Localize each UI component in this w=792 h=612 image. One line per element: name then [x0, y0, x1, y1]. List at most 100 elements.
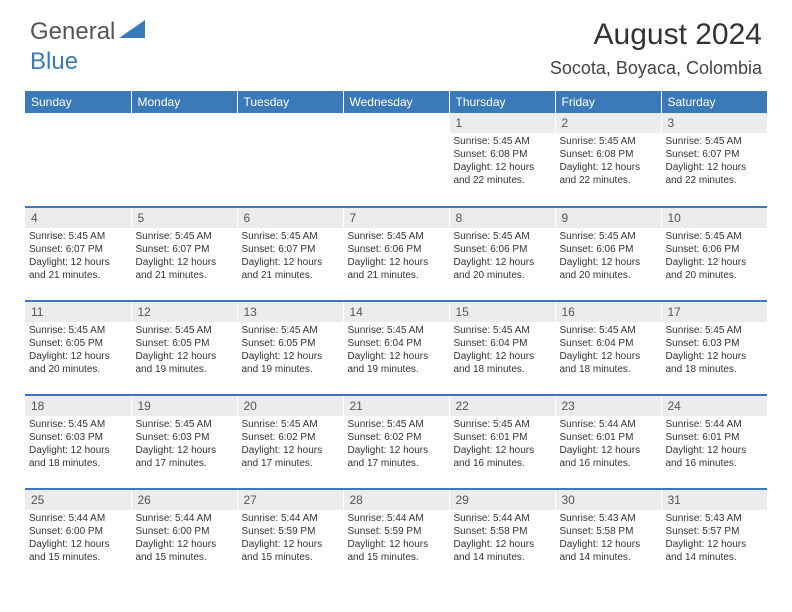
- daylight-line: Daylight: 12 hours and 22 minutes.: [454, 161, 551, 187]
- location: Socota, Boyaca, Colombia: [550, 58, 762, 79]
- logo-text-general: General: [30, 18, 115, 46]
- sunrise-line: Sunrise: 5:45 AM: [348, 418, 445, 431]
- daylight-line: Daylight: 12 hours and 15 minutes.: [242, 538, 339, 564]
- day-data: Sunrise: 5:45 AMSunset: 6:02 PMDaylight:…: [238, 416, 343, 472]
- calendar-row: 25Sunrise: 5:44 AMSunset: 6:00 PMDayligh…: [25, 489, 767, 583]
- day-number: 1: [450, 113, 555, 133]
- calendar-cell: 28Sunrise: 5:44 AMSunset: 5:59 PMDayligh…: [343, 489, 449, 583]
- calendar-cell: 4Sunrise: 5:45 AMSunset: 6:07 PMDaylight…: [25, 207, 131, 301]
- day-number: 8: [450, 208, 555, 228]
- sunrise-line: Sunrise: 5:43 AM: [560, 512, 657, 525]
- calendar-cell: 1Sunrise: 5:45 AMSunset: 6:08 PMDaylight…: [449, 113, 555, 207]
- day-data: Sunrise: 5:45 AMSunset: 6:05 PMDaylight:…: [132, 322, 237, 378]
- calendar-cell: 9Sunrise: 5:45 AMSunset: 6:06 PMDaylight…: [555, 207, 661, 301]
- day-data: Sunrise: 5:45 AMSunset: 6:08 PMDaylight:…: [450, 133, 555, 189]
- day-number: 26: [132, 490, 237, 510]
- daylight-line: Daylight: 12 hours and 19 minutes.: [242, 350, 339, 376]
- sunset-line: Sunset: 6:03 PM: [29, 431, 127, 444]
- sunrise-line: Sunrise: 5:45 AM: [242, 324, 339, 337]
- sunset-line: Sunset: 6:05 PM: [242, 337, 339, 350]
- sunset-line: Sunset: 6:06 PM: [454, 243, 551, 256]
- day-data: Sunrise: 5:45 AMSunset: 6:01 PMDaylight:…: [450, 416, 555, 472]
- daylight-line: Daylight: 12 hours and 16 minutes.: [666, 444, 764, 470]
- sunset-line: Sunset: 6:07 PM: [29, 243, 127, 256]
- day-number: 22: [450, 396, 555, 416]
- day-data: Sunrise: 5:45 AMSunset: 6:05 PMDaylight:…: [25, 322, 131, 378]
- sunrise-line: Sunrise: 5:44 AM: [454, 512, 551, 525]
- sunset-line: Sunset: 6:01 PM: [454, 431, 551, 444]
- sunset-line: Sunset: 6:06 PM: [348, 243, 445, 256]
- day-data: Sunrise: 5:45 AMSunset: 6:07 PMDaylight:…: [25, 228, 131, 284]
- sunset-line: Sunset: 6:04 PM: [454, 337, 551, 350]
- weekday-header: Thursday: [449, 91, 555, 113]
- day-number: 23: [556, 396, 661, 416]
- calendar-cell: 31Sunrise: 5:43 AMSunset: 5:57 PMDayligh…: [661, 489, 767, 583]
- daylight-line: Daylight: 12 hours and 21 minutes.: [136, 256, 233, 282]
- sunrise-line: Sunrise: 5:45 AM: [136, 324, 233, 337]
- sunrise-line: Sunrise: 5:45 AM: [29, 418, 127, 431]
- sunset-line: Sunset: 5:57 PM: [666, 525, 764, 538]
- day-number: 4: [25, 208, 131, 228]
- day-number: 11: [25, 302, 131, 322]
- day-data: Sunrise: 5:44 AMSunset: 6:01 PMDaylight:…: [556, 416, 661, 472]
- daylight-line: Daylight: 12 hours and 14 minutes.: [454, 538, 551, 564]
- sunset-line: Sunset: 6:07 PM: [136, 243, 233, 256]
- sunrise-line: Sunrise: 5:44 AM: [560, 418, 657, 431]
- sunset-line: Sunset: 6:08 PM: [560, 148, 657, 161]
- day-data: Sunrise: 5:44 AMSunset: 6:01 PMDaylight:…: [662, 416, 768, 472]
- sunset-line: Sunset: 6:04 PM: [560, 337, 657, 350]
- sunset-line: Sunset: 6:01 PM: [666, 431, 764, 444]
- sunrise-line: Sunrise: 5:45 AM: [454, 135, 551, 148]
- calendar-cell: 15Sunrise: 5:45 AMSunset: 6:04 PMDayligh…: [449, 301, 555, 395]
- day-number: 12: [132, 302, 237, 322]
- calendar-cell: 22Sunrise: 5:45 AMSunset: 6:01 PMDayligh…: [449, 395, 555, 489]
- day-data: Sunrise: 5:45 AMSunset: 6:05 PMDaylight:…: [238, 322, 343, 378]
- sunset-line: Sunset: 6:02 PM: [348, 431, 445, 444]
- calendar-cell: 16Sunrise: 5:45 AMSunset: 6:04 PMDayligh…: [555, 301, 661, 395]
- weekday-header: Monday: [131, 91, 237, 113]
- day-number: 17: [662, 302, 768, 322]
- daylight-line: Daylight: 12 hours and 20 minutes.: [29, 350, 127, 376]
- calendar-row: 4Sunrise: 5:45 AMSunset: 6:07 PMDaylight…: [25, 207, 767, 301]
- day-data: Sunrise: 5:45 AMSunset: 6:02 PMDaylight:…: [344, 416, 449, 472]
- calendar-cell: 6Sunrise: 5:45 AMSunset: 6:07 PMDaylight…: [237, 207, 343, 301]
- daylight-line: Daylight: 12 hours and 21 minutes.: [348, 256, 445, 282]
- header: General August 2024 Socota, Boyaca, Colo…: [0, 0, 792, 87]
- sunrise-line: Sunrise: 5:45 AM: [348, 324, 445, 337]
- day-data: Sunrise: 5:45 AMSunset: 6:06 PMDaylight:…: [450, 228, 555, 284]
- logo-triangle-icon: [119, 20, 145, 45]
- day-number: 25: [25, 490, 131, 510]
- calendar-cell: 27Sunrise: 5:44 AMSunset: 5:59 PMDayligh…: [237, 489, 343, 583]
- day-number: 5: [132, 208, 237, 228]
- calendar-cell: 21Sunrise: 5:45 AMSunset: 6:02 PMDayligh…: [343, 395, 449, 489]
- day-data: Sunrise: 5:45 AMSunset: 6:06 PMDaylight:…: [344, 228, 449, 284]
- sunset-line: Sunset: 6:07 PM: [242, 243, 339, 256]
- sunset-line: Sunset: 5:58 PM: [454, 525, 551, 538]
- day-data: Sunrise: 5:45 AMSunset: 6:03 PMDaylight:…: [662, 322, 768, 378]
- daylight-line: Daylight: 12 hours and 16 minutes.: [454, 444, 551, 470]
- daylight-line: Daylight: 12 hours and 17 minutes.: [136, 444, 233, 470]
- calendar-cell: 10Sunrise: 5:45 AMSunset: 6:06 PMDayligh…: [661, 207, 767, 301]
- sunrise-line: Sunrise: 5:45 AM: [242, 230, 339, 243]
- sunrise-line: Sunrise: 5:45 AM: [454, 324, 551, 337]
- sunrise-line: Sunrise: 5:45 AM: [454, 418, 551, 431]
- sunrise-line: Sunrise: 5:44 AM: [242, 512, 339, 525]
- sunrise-line: Sunrise: 5:45 AM: [560, 324, 657, 337]
- daylight-line: Daylight: 12 hours and 21 minutes.: [242, 256, 339, 282]
- logo: General: [30, 18, 147, 46]
- day-number: 10: [662, 208, 768, 228]
- day-data: Sunrise: 5:45 AMSunset: 6:06 PMDaylight:…: [556, 228, 661, 284]
- daylight-line: Daylight: 12 hours and 22 minutes.: [666, 161, 764, 187]
- daylight-line: Daylight: 12 hours and 18 minutes.: [666, 350, 764, 376]
- calendar-body: 1Sunrise: 5:45 AMSunset: 6:08 PMDaylight…: [25, 113, 767, 583]
- calendar-cell: 23Sunrise: 5:44 AMSunset: 6:01 PMDayligh…: [555, 395, 661, 489]
- sunrise-line: Sunrise: 5:45 AM: [136, 418, 233, 431]
- day-number: 13: [238, 302, 343, 322]
- sunrise-line: Sunrise: 5:45 AM: [348, 230, 445, 243]
- day-data: Sunrise: 5:45 AMSunset: 6:04 PMDaylight:…: [344, 322, 449, 378]
- calendar-cell: 17Sunrise: 5:45 AMSunset: 6:03 PMDayligh…: [661, 301, 767, 395]
- calendar-cell: 24Sunrise: 5:44 AMSunset: 6:01 PMDayligh…: [661, 395, 767, 489]
- calendar-cell: 19Sunrise: 5:45 AMSunset: 6:03 PMDayligh…: [131, 395, 237, 489]
- calendar-cell: 8Sunrise: 5:45 AMSunset: 6:06 PMDaylight…: [449, 207, 555, 301]
- daylight-line: Daylight: 12 hours and 19 minutes.: [136, 350, 233, 376]
